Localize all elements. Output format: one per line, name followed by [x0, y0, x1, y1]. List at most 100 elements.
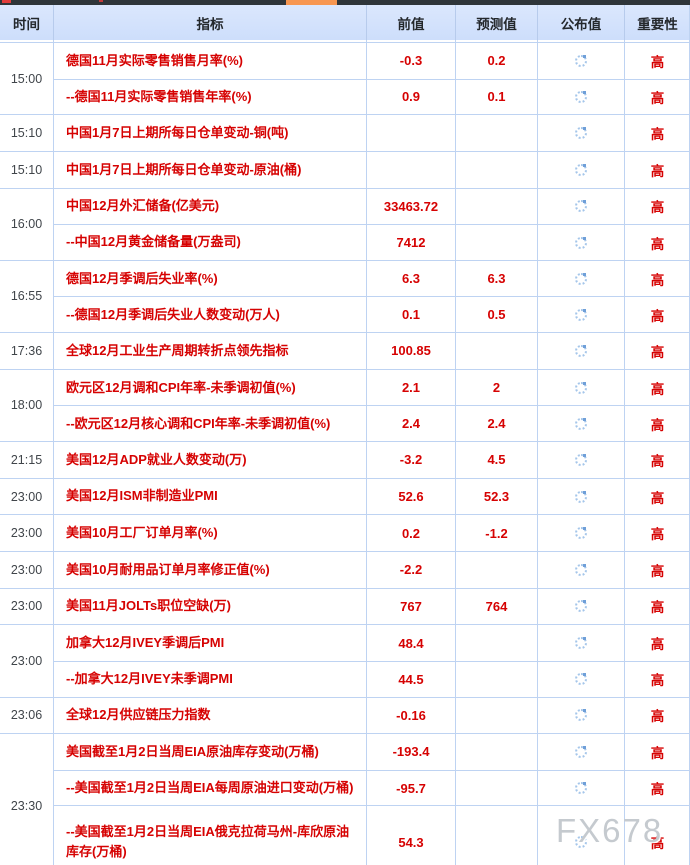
loading-spinner-icon: [575, 200, 587, 213]
published-value-cell: [538, 734, 625, 770]
forecast-value-cell: [456, 225, 538, 260]
importance-cell: 高: [650, 417, 665, 433]
indicator-cell: --德国11月实际零售销售年率(%): [54, 79, 367, 115]
table-row: 中国1月7日上期所每日仓单变动-原油(桶) 高: [54, 151, 690, 188]
col-header-indicator: 指标: [54, 5, 367, 40]
table-row: --欧元区12月核心调和CPI年率-未季调初值(%) 2.4 2.4 高: [54, 405, 690, 442]
table-header-row: 时间 指标 前值 预测值 公布值 重要性: [0, 5, 690, 40]
published-value-cell: [538, 406, 625, 442]
table-row: 中国1月7日上期所每日仓单变动-铜(吨) 高: [54, 115, 690, 151]
loading-spinner-icon: [575, 600, 587, 613]
row-group: 16:00 中国12月外汇储备(亿美元) 33463.72 高 --中国12月黄金储备量…: [0, 188, 690, 261]
indicator-cell: 全球12月工业生产周期转折点领先指标: [54, 333, 367, 369]
table-row: 全球12月工业生产周期转折点领先指标 100.85 高: [54, 333, 690, 369]
col-header-previous: 前值: [367, 5, 456, 40]
importance-cell: 高: [650, 745, 665, 761]
table-row: 加拿大12月IVEY季调后PMI 48.4 高: [54, 625, 690, 661]
scrollbar-tick-icon: [2, 0, 11, 3]
row-list: 美国12月ADP就业人数变动(万) -3.2 4.5 高: [54, 442, 690, 478]
previous-value-cell: 2.4: [367, 406, 456, 442]
published-value-cell: [538, 43, 625, 79]
loading-spinner-icon: [575, 709, 587, 722]
loading-spinner-icon: [575, 453, 587, 466]
table-row: 美国12月ISM非制造业PMI 52.6 52.3 高: [54, 478, 690, 515]
forecast-value-cell: 0.2: [456, 43, 538, 79]
row-group: 17:36 全球12月工业生产周期转折点领先指标 100.85 高: [0, 333, 690, 370]
loading-spinner-icon: [575, 344, 587, 357]
time-cell: 23:00: [0, 551, 54, 588]
previous-value-cell: 52.6: [367, 478, 456, 515]
published-value-cell: [538, 806, 625, 865]
forecast-value-cell: [456, 661, 538, 697]
loading-spinner-icon: [575, 782, 587, 795]
previous-value-cell: -2.2: [367, 551, 456, 588]
table-row: 欧元区12月调和CPI年率-未季调初值(%) 2.1 2 高: [54, 369, 690, 406]
loading-spinner-icon: [575, 745, 587, 758]
importance-cell: 高: [650, 600, 665, 616]
indicator-cell: 中国1月7日上期所每日仓单变动-铜(吨): [54, 115, 367, 151]
time-cell: 17:36: [0, 333, 54, 369]
published-value-cell: [538, 260, 625, 297]
indicator-cell: 加拿大12月IVEY季调后PMI: [54, 625, 367, 661]
published-value-cell: [538, 697, 625, 734]
indicator-cell: 美国11月JOLTs职位空缺(万): [54, 588, 367, 625]
table-row: 美国11月JOLTs职位空缺(万) 767 764 高: [54, 588, 690, 625]
forecast-value-cell: [456, 115, 538, 151]
time-cell: 16:00: [0, 188, 54, 260]
importance-cell: 高: [650, 563, 665, 579]
row-list: 德国11月实际零售销售月率(%) -0.3 0.2 高 --德国11月实际零售销售年率(…: [54, 43, 690, 115]
forecast-value-cell: 2: [456, 369, 538, 406]
time-cell: 23:00: [0, 588, 54, 625]
previous-value-cell: 33463.72: [367, 188, 456, 225]
previous-value-cell: 767: [367, 588, 456, 625]
col-header-importance: 重要性: [637, 16, 678, 32]
table-row: 美国10月耐用品订单月率修正值(%) -2.2 高: [54, 551, 690, 588]
importance-cell: 高: [650, 836, 665, 852]
published-value-cell: [538, 625, 625, 661]
scrollbar-thumb[interactable]: [286, 0, 337, 5]
row-group: 23:06 全球12月供应链压力指数 -0.16 高: [0, 697, 690, 735]
row-list: 全球12月工业生产周期转折点领先指标 100.85 高: [54, 333, 690, 369]
indicator-cell: --美国截至1月2日当周EIA俄克拉荷马州-库欣原油库存(万桶): [54, 806, 367, 865]
time-cell: 23:06: [0, 697, 54, 734]
time-cell: 21:15: [0, 442, 54, 478]
clipped-row: [0, 40, 690, 43]
importance-cell: 高: [650, 527, 665, 543]
row-group: 23:00 美国12月ISM非制造业PMI 52.6 52.3 高: [0, 478, 690, 516]
published-value-cell: [538, 661, 625, 697]
row-group: 23:00 美国10月耐用品订单月率修正值(%) -2.2 高: [0, 551, 690, 589]
indicator-cell: 美国截至1月2日当周EIA原油库存变动(万桶): [54, 734, 367, 770]
row-list: 加拿大12月IVEY季调后PMI 48.4 高 --加拿大12月IVEY未季调PMI 4…: [54, 625, 690, 697]
table-row: 中国12月外汇储备(亿美元) 33463.72 高: [54, 188, 690, 225]
top-scrollbar[interactable]: [0, 0, 690, 5]
forecast-value-cell: [456, 333, 538, 369]
previous-value-cell: -193.4: [367, 734, 456, 770]
importance-cell: 高: [650, 163, 665, 179]
row-list: 中国12月外汇储备(亿美元) 33463.72 高 --中国12月黄金储备量(万盎司)…: [54, 188, 690, 260]
row-list: 中国1月7日上期所每日仓单变动-铜(吨) 高: [54, 115, 690, 151]
indicator-cell: 美国10月工厂订单月率(%): [54, 515, 367, 551]
indicator-cell: --美国截至1月2日当周EIA每周原油进口变动(万桶): [54, 770, 367, 806]
indicator-cell: --欧元区12月核心调和CPI年率-未季调初值(%): [54, 406, 367, 442]
published-value-cell: [538, 188, 625, 225]
loading-spinner-icon: [575, 54, 587, 67]
forecast-value-cell: [456, 151, 538, 188]
table-body: 15:00 德国11月实际零售销售月率(%) -0.3 0.2 高 --德国11月实际零售…: [0, 43, 690, 865]
forecast-value-cell: [456, 734, 538, 770]
previous-value-cell: 6.3: [367, 260, 456, 297]
indicator-cell: --加拿大12月IVEY未季调PMI: [54, 661, 367, 697]
previous-value-cell: -0.3: [367, 43, 456, 79]
table-row: --美国截至1月2日当周EIA每周原油进口变动(万桶) -95.7 高: [54, 769, 690, 806]
forecast-value-cell: [456, 806, 538, 865]
row-group: 23:00 加拿大12月IVEY季调后PMI 48.4 高 --加拿大12月IVEY未季…: [0, 625, 690, 698]
published-value-cell: [538, 551, 625, 588]
importance-cell: 高: [650, 673, 665, 689]
previous-value-cell: -3.2: [367, 442, 456, 478]
indicator-cell: 德国11月实际零售销售月率(%): [54, 43, 367, 79]
loading-spinner-icon: [575, 127, 587, 140]
loading-spinner-icon: [575, 417, 587, 430]
table-row: 美国截至1月2日当周EIA原油库存变动(万桶) -193.4 高: [54, 734, 690, 770]
importance-cell: 高: [650, 344, 665, 360]
indicator-cell: 全球12月供应链压力指数: [54, 697, 367, 734]
importance-cell: 高: [650, 308, 665, 324]
